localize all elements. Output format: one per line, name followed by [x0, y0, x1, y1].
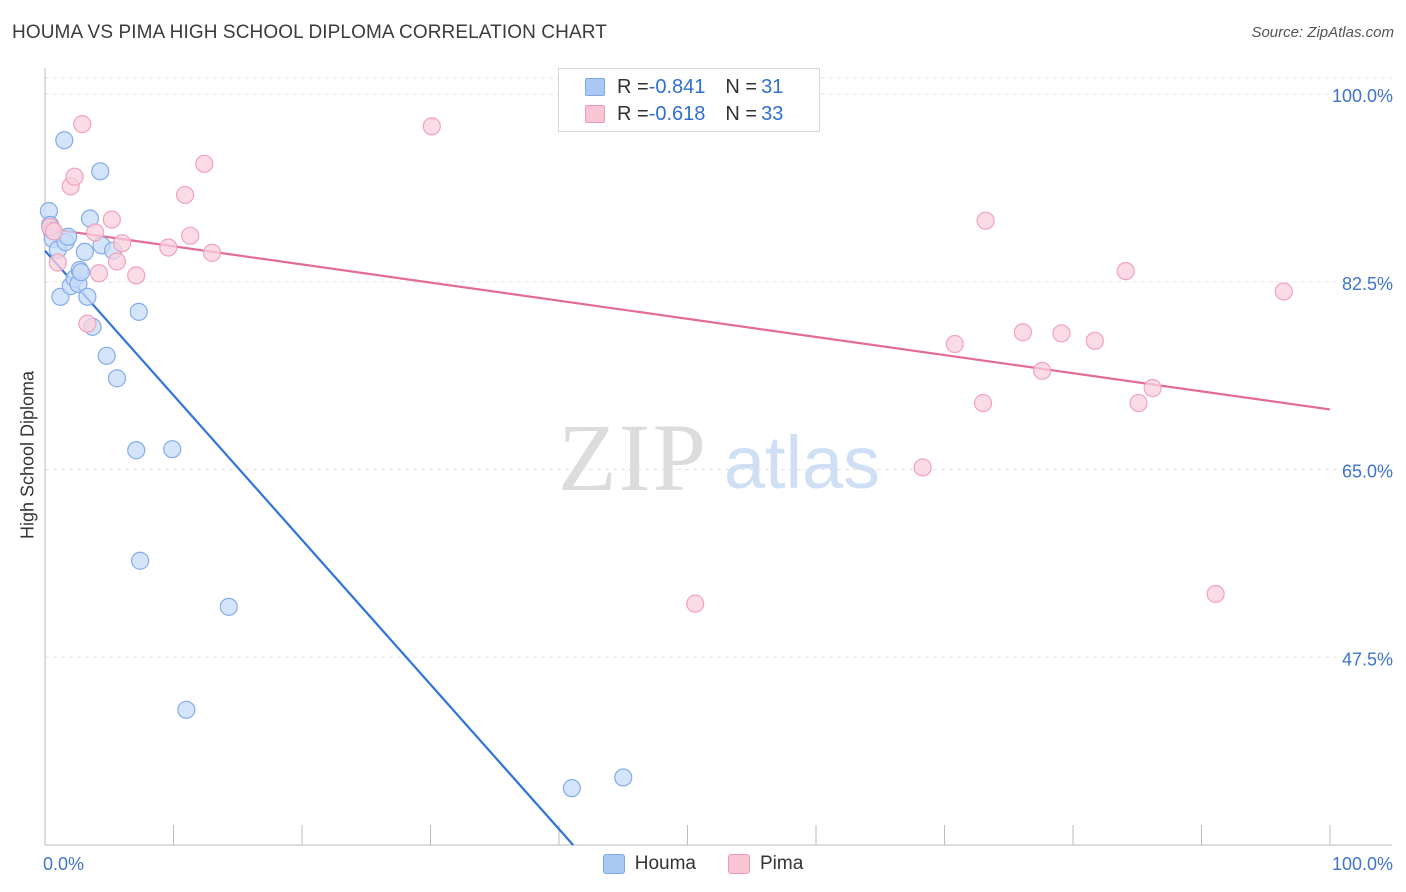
- watermark: ZIP atlas: [558, 404, 880, 511]
- stats-row-pima: R = -0.618 N = 33: [559, 102, 783, 126]
- legend-item-houma[interactable]: Houma: [602, 853, 696, 875]
- houma-trend-line: [44, 249, 574, 846]
- pima-point-28: [1129, 393, 1148, 413]
- y-tick-label-2: 65.0%: [1342, 462, 1393, 482]
- pima-point-8: [89, 264, 109, 283]
- pima-point-14: [175, 185, 195, 205]
- stats-n-label-houma: N =: [725, 75, 758, 98]
- axes: [44, 68, 1392, 846]
- stats-r-value-houma: -0.841: [648, 75, 706, 98]
- pima-point-6: [78, 314, 97, 333]
- stats-n-value-pima: 33: [761, 102, 784, 125]
- pima-point-30: [1206, 584, 1225, 604]
- pima-point-20: [945, 334, 964, 354]
- data-points: [39, 115, 1293, 798]
- houma-point-6: [55, 131, 74, 150]
- stats-r-label-houma: R =: [617, 75, 649, 98]
- stats-r-value-pima: -0.618: [648, 102, 706, 125]
- chart-title: HOUMA VS PIMA HIGH SCHOOL DIPLOMA CORREL…: [12, 22, 607, 43]
- correlation-stats-box: R = -0.841 N = 31 R = -0.618 N = 33: [558, 68, 820, 132]
- houma-point-28: [177, 700, 196, 719]
- houma-point-29: [562, 779, 581, 798]
- stats-row-houma: R = -0.841 N = 31: [559, 75, 783, 99]
- pima-point-9: [102, 210, 121, 229]
- houma-point-15: [78, 287, 97, 306]
- source-label: Source: ZipAtlas.com: [1251, 24, 1394, 41]
- x-tick-label-max: 100.0%: [1332, 854, 1393, 874]
- legend-label-houma: Houma: [634, 853, 696, 874]
- watermark-zip: ZIP: [558, 404, 708, 511]
- x-tick-label-min: 0.0%: [43, 854, 84, 874]
- legend-label-pima: Pima: [759, 853, 804, 874]
- pima-point-12: [127, 266, 146, 285]
- pima-point-4: [65, 167, 84, 186]
- pima-point-29: [1143, 378, 1162, 398]
- stats-swatch-houma: [585, 78, 605, 96]
- houma-point-30: [614, 768, 633, 787]
- pima-trend-line: [44, 227, 1331, 411]
- legend-item-pima[interactable]: Pima: [727, 853, 804, 875]
- houma-point-23: [129, 302, 148, 321]
- pima-point-25: [1052, 324, 1071, 343]
- pima-point-31: [1274, 282, 1293, 301]
- legend-swatch-pima: [727, 854, 750, 874]
- pima-point-24: [1033, 361, 1052, 380]
- houma-point-26: [130, 551, 150, 570]
- tick-labels: 100.0% 82.5% 65.0% 47.5% 0.0% 100.0%: [43, 86, 1393, 874]
- pima-point-17: [202, 243, 222, 262]
- stats-n-value-houma: 31: [761, 75, 784, 98]
- houma-point-20: [97, 346, 116, 365]
- pima-point-11: [112, 234, 132, 253]
- pima-point-19: [913, 458, 932, 477]
- houma-point-13: [71, 263, 91, 282]
- houma-point-27: [219, 597, 238, 616]
- pima-point-13: [159, 238, 178, 257]
- pima-point-22: [976, 211, 995, 230]
- pima-point-26: [1085, 331, 1104, 350]
- y-tick-label-0: 100.0%: [1332, 86, 1393, 106]
- houma-point-14: [75, 242, 94, 261]
- legend-swatch-houma: [602, 854, 625, 874]
- pima-point-5: [73, 115, 92, 134]
- pima-point-32: [686, 594, 705, 613]
- pima-point-2: [48, 253, 67, 272]
- pima-point-15: [181, 226, 200, 245]
- grid-lines: [45, 77, 1392, 658]
- pima-point-23: [1013, 323, 1032, 342]
- y-tick-label-3: 47.5%: [1342, 649, 1393, 669]
- watermark-atlas: atlas: [724, 421, 880, 504]
- pima-point-27: [1116, 261, 1135, 281]
- pima-point-7: [86, 223, 105, 242]
- y-tick-label-1: 82.5%: [1342, 274, 1393, 294]
- houma-point-18: [91, 162, 110, 181]
- stats-r-label-pima: R =: [617, 102, 649, 125]
- stats-n-label-pima: N =: [725, 102, 758, 125]
- stats-swatch-pima: [585, 105, 605, 123]
- houma-point-22: [107, 369, 127, 388]
- pima-point-18: [422, 117, 441, 136]
- houma-point-25: [163, 440, 182, 459]
- pima-point-1: [44, 222, 64, 241]
- pima-point-21: [973, 393, 993, 413]
- pima-point-16: [195, 154, 214, 173]
- houma-point-24: [127, 441, 146, 460]
- pima-point-10: [107, 252, 127, 271]
- legend: Houma Pima: [0, 850, 1406, 878]
- trend-lines: [44, 227, 1331, 846]
